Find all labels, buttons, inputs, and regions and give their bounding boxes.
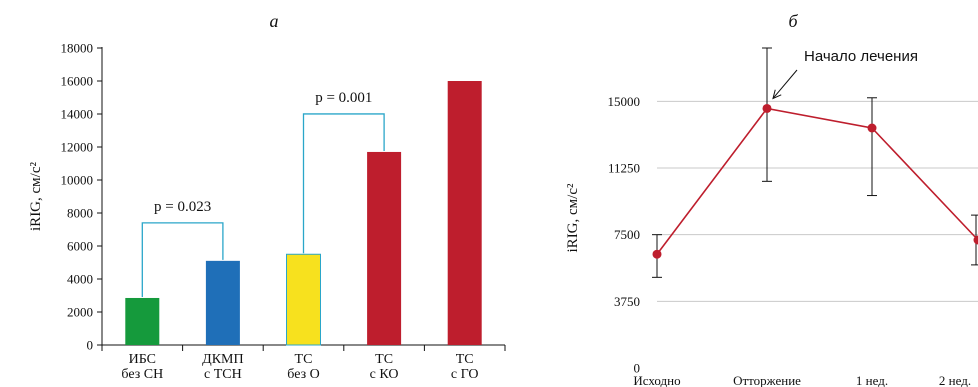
x-tick-label-line2: без СН [121, 367, 163, 382]
y-tick-label: 15000 [608, 94, 641, 109]
y-tick-label: 18000 [61, 41, 94, 56]
x-tick-label: 1 нед. [856, 373, 888, 387]
y-tick-label: 4000 [67, 272, 93, 287]
panel-label: б [788, 11, 798, 31]
y-axis-label: iRIG, см/с² [28, 162, 44, 231]
bar [447, 81, 482, 345]
y-axis-label: iRIG, см/с² [565, 183, 581, 252]
panel-label: а [270, 11, 279, 31]
bar [367, 151, 402, 345]
p-value-label: p = 0.001 [315, 90, 372, 106]
x-tick-label: ТС [295, 352, 313, 367]
bar [286, 253, 321, 346]
x-tick-label-line2: с ТСН [204, 367, 242, 382]
x-tick-label: ТС [375, 352, 393, 367]
x-tick-label: Отторжение [733, 373, 801, 387]
chart-panel-b: б 0 3750 7500 11250 15000 iRIG, см/с² Исходно От… [565, 11, 978, 387]
significance-bracket [302, 113, 385, 254]
x-tick-label-line2: без О [287, 367, 319, 382]
y-tick-label: 7500 [614, 227, 640, 242]
y-tick-label: 2000 [67, 305, 93, 320]
data-point [652, 249, 662, 259]
y-tick-label: 12000 [61, 140, 94, 155]
annotation-label: Начало лечения [804, 48, 918, 65]
bar [205, 260, 240, 345]
y-tick-label: 11250 [608, 161, 640, 176]
x-tick-label-line2: с КО [370, 367, 399, 382]
data-point [762, 103, 772, 113]
data-point [867, 123, 877, 133]
x-tick-label: Исходно [633, 373, 680, 387]
x-tick-label: ТС [456, 352, 474, 367]
x-tick-label: ДКМП [202, 352, 243, 367]
y-tick-label: 0 [87, 338, 94, 353]
data-point [973, 235, 978, 245]
series-line [656, 107, 978, 255]
annotation-arrow-head [772, 89, 782, 100]
y-tick-label: 6000 [67, 239, 93, 254]
x-tick-label: 2 нед. [939, 373, 971, 387]
y-tick-label: 8000 [67, 206, 93, 221]
y-tick-label: 0 [634, 361, 641, 376]
significance-bracket [141, 222, 224, 297]
bar [125, 297, 160, 345]
y-tick-label: 16000 [61, 74, 94, 89]
annotation-arrow-shaft [772, 69, 798, 99]
chart-panel-a: а 0 2000 4000 6000 8000 10000 12000 14000 16000 18… [28, 11, 506, 382]
y-tick-label: 10000 [61, 173, 94, 188]
x-tick-label-line2: с ГО [451, 367, 479, 382]
y-tick-label: 14000 [61, 107, 94, 122]
p-value-label: p = 0.023 [154, 199, 211, 215]
y-tick-label: 3750 [614, 294, 640, 309]
x-tick-label: ИБС [129, 352, 156, 367]
